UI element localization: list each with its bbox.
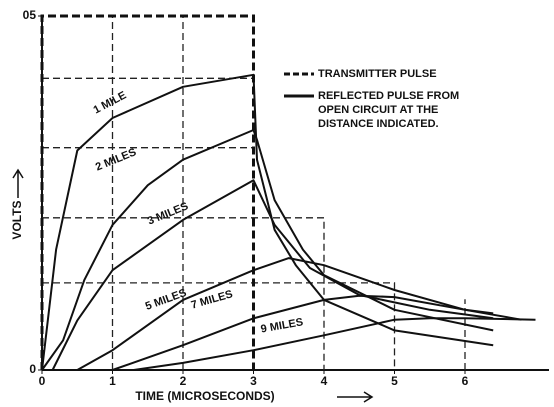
y-axis-label: VOLTS: [10, 200, 24, 239]
curve-label: 5 MILES: [144, 287, 188, 313]
curve-label: 7 MILES: [190, 288, 234, 311]
x-tick-label: 1: [109, 374, 116, 388]
x-tick-label: 3: [250, 374, 257, 388]
reflected-pulse-line: [76, 257, 494, 371]
reflected-pulse-line: [51, 179, 494, 371]
y-tick-label: 05: [23, 8, 37, 22]
x-tick-label: 4: [321, 374, 328, 388]
legend-label: OPEN CIRCUIT AT THE: [318, 104, 438, 116]
reflected-pulse-line: [133, 317, 536, 371]
curve-label: 2 MILES: [94, 146, 138, 173]
x-tick-label: 6: [462, 374, 469, 388]
reference-line: [42, 282, 396, 370]
x-tick-label: 5: [391, 374, 398, 388]
y-axis-arrow: [12, 168, 24, 198]
reference-line: [42, 217, 325, 370]
curve-label: 9 MILES: [260, 316, 304, 335]
reflected-pulse-line: [41, 73, 494, 371]
reflected-pulse-line: [112, 294, 522, 371]
transmitter-pulse: [40, 14, 255, 370]
legend-label: DISTANCE INDICATED.: [318, 118, 439, 130]
legend-label: TRANSMITTER PULSE: [318, 68, 437, 80]
x-axis-arrow: [337, 391, 374, 403]
x-tick-label: 0: [39, 374, 46, 388]
y-tick-label: 0: [29, 362, 36, 376]
x-tick-label: 2: [180, 374, 187, 388]
x-axis-label: TIME (MICROSECONDS): [135, 389, 274, 403]
legend-label: REFLECTED PULSE FROM: [318, 90, 459, 102]
